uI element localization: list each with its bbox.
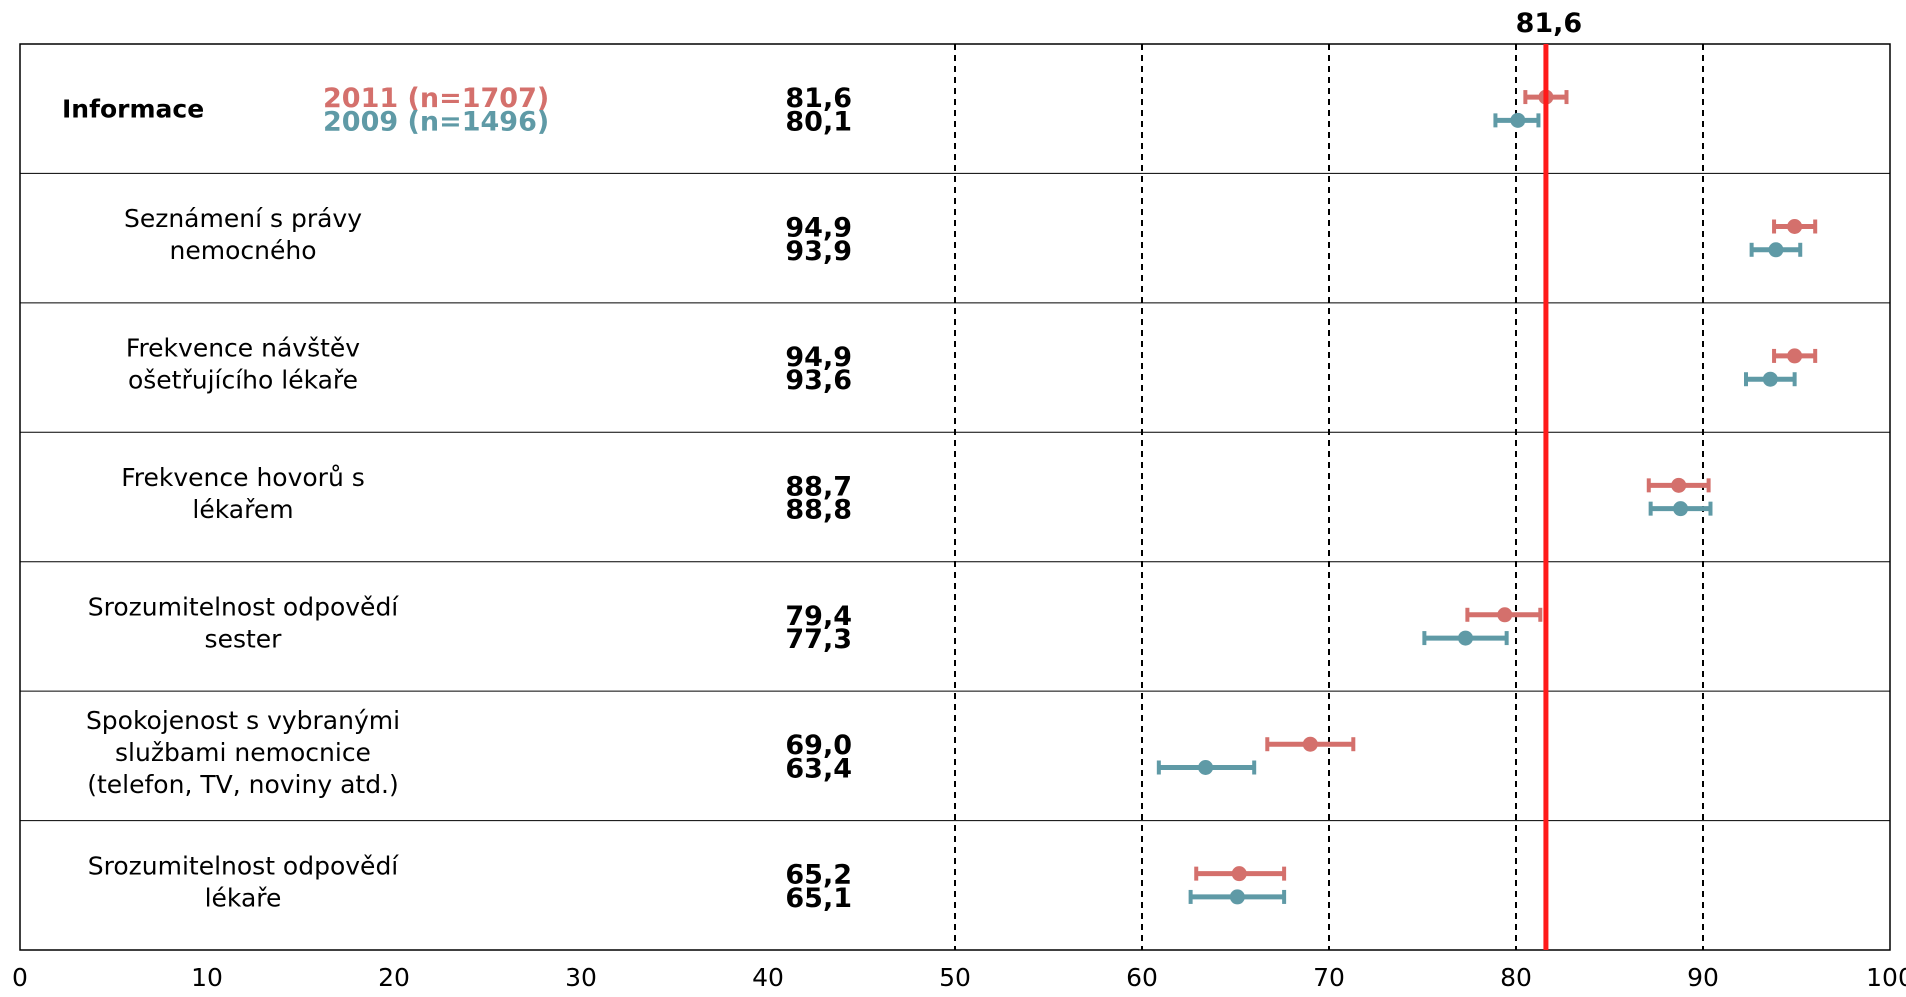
- row-label: Informace: [62, 95, 204, 124]
- row-label: lékařem: [192, 495, 293, 524]
- data-point: [1231, 866, 1247, 882]
- data-point: [1302, 736, 1318, 752]
- row-label: Seznámení s právy: [124, 204, 362, 233]
- value-label: 93,9: [785, 236, 852, 267]
- value-label: 79,4: [785, 601, 852, 632]
- value-label: 88,7: [785, 471, 852, 502]
- x-tick-label: 40: [752, 963, 784, 992]
- data-point: [1762, 371, 1778, 387]
- x-tick-label: 80: [1500, 963, 1532, 992]
- x-tick-label: 30: [565, 963, 597, 992]
- x-tick-label: 0: [12, 963, 28, 992]
- x-tick-label: 50: [939, 963, 971, 992]
- rows: Informace 81,680,1 Seznámení s právy nemocn…: [20, 83, 1890, 914]
- value-label: 88,8: [785, 495, 852, 526]
- legend: 2011 (n=1707)2009 (n=1496): [323, 83, 549, 137]
- value-label: 65,1: [785, 883, 852, 914]
- row-label: Frekvence hovorů s: [121, 463, 365, 492]
- data-point: [1787, 218, 1803, 234]
- x-tick-label: 100: [1866, 963, 1906, 992]
- row-label: Spokojenost s vybranými: [86, 706, 400, 735]
- marks: [1156, 89, 1818, 905]
- row-label: Frekvence návštěv: [126, 334, 360, 363]
- data-point: [1497, 607, 1513, 623]
- x-tick-label: 10: [191, 963, 223, 992]
- data-point: [1198, 760, 1214, 776]
- value-label: 94,9: [785, 212, 852, 243]
- value-label: 77,3: [785, 624, 852, 655]
- x-tick-label: 70: [1313, 963, 1345, 992]
- row-label: (telefon, TV, noviny atd.): [87, 770, 399, 799]
- x-tick-label: 20: [378, 963, 410, 992]
- data-point: [1458, 630, 1474, 646]
- value-label: 63,4: [785, 754, 852, 785]
- x-tick-label: 60: [1126, 963, 1158, 992]
- data-point: [1673, 501, 1689, 517]
- value-label: 80,1: [785, 106, 852, 137]
- value-label: 93,6: [785, 365, 852, 396]
- plot-frame: [19, 43, 1891, 951]
- x-axis: 0 10 20 30 40 50 60 70 80 90 100: [12, 963, 1906, 992]
- value-label: 94,9: [785, 342, 852, 373]
- row-label: službami nemocnice: [115, 738, 371, 767]
- data-point: [1768, 242, 1784, 258]
- value-label: 69,0: [785, 730, 852, 761]
- legend-entry: 2009 (n=1496): [323, 106, 549, 137]
- row-label: Srozumitelnost odpovědí: [88, 592, 400, 621]
- value-label: 65,2: [785, 860, 852, 891]
- reference-line-label: 81,6: [1516, 8, 1583, 39]
- row-label: Srozumitelnost odpovědí: [88, 851, 400, 880]
- row-label: sester: [205, 624, 283, 653]
- reference-line-group: 81,6: [1516, 8, 1583, 950]
- x-tick-label: 90: [1687, 963, 1719, 992]
- legend-entry: 2011 (n=1707): [323, 83, 549, 114]
- data-point: [1510, 112, 1526, 128]
- row-label: ošetřujícího lékaře: [128, 366, 358, 395]
- data-point: [1787, 348, 1803, 364]
- value-label: 81,6: [785, 83, 852, 114]
- data-point: [1229, 889, 1245, 905]
- data-point: [1671, 477, 1687, 493]
- row-label: nemocného: [170, 236, 317, 265]
- gridlines: [954, 44, 1704, 950]
- row-label: lékaře: [205, 883, 282, 912]
